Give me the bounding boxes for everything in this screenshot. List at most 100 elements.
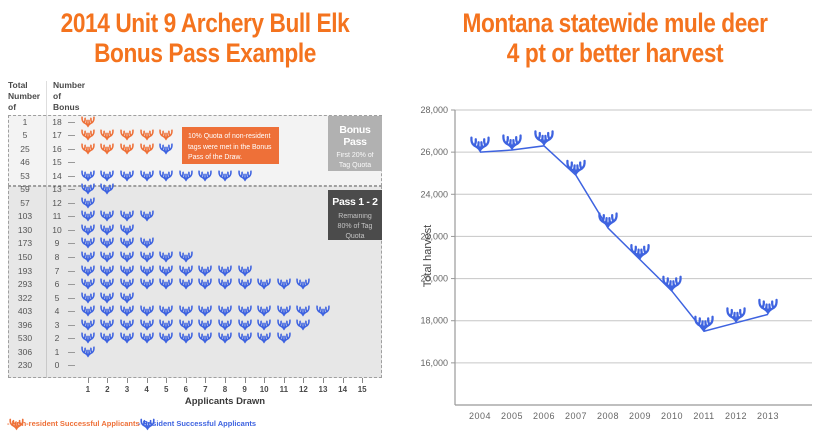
y-tick-label: 22,000	[420, 231, 448, 241]
elk-antlers-icon	[100, 170, 115, 182]
y-tick-label: 16,000	[420, 358, 448, 368]
elk-antlers-icon	[237, 278, 252, 291]
elk-antlers-icon	[198, 264, 213, 277]
elk-antlers-icon	[100, 210, 115, 223]
bonus-pass-box-title: Bonus Pass	[339, 124, 371, 148]
applicants-count: 57	[20, 197, 30, 208]
elk-antlers-icon	[296, 319, 311, 331]
applicants-count: 59	[20, 184, 30, 195]
elk-antlers-icon	[159, 319, 173, 331]
non-resident-legend-icon	[9, 418, 24, 431]
year-label: 2010	[661, 411, 683, 421]
elk-antlers-icon	[218, 305, 232, 318]
bonus-points-label: 18	[52, 116, 62, 127]
applicants-count: 173	[17, 238, 33, 249]
row-tick	[68, 162, 75, 164]
elk-antlers-icon	[237, 319, 252, 331]
row-tick	[68, 148, 75, 150]
bonus-points-label: 9	[54, 238, 60, 249]
elk-antlers-icon	[139, 210, 154, 223]
legend-label: - Resident Successful Applicants	[138, 419, 257, 428]
elk-antlers-icon	[159, 129, 173, 142]
elk-antlers-icon	[218, 332, 232, 345]
y-tick-label: 18,000	[420, 316, 448, 326]
x-axis-tick	[107, 378, 109, 383]
x-tick-label: 3	[124, 385, 130, 394]
bonus-points-label: 15	[52, 157, 62, 168]
elk-antlers-icon	[139, 143, 154, 155]
x-axis-tick	[205, 378, 207, 383]
row-tick	[68, 175, 75, 177]
elk-antlers-icon	[218, 170, 232, 182]
elk-antlers-icon	[120, 129, 134, 142]
elk-antlers-icon	[100, 278, 115, 291]
elk-antlers-icon	[218, 278, 232, 291]
y-tick-label: 28,000	[420, 105, 448, 115]
elk-antlers-icon	[179, 305, 193, 318]
bonus-points-label: 11	[52, 211, 62, 222]
x-tick-label: 8	[222, 385, 228, 394]
elk-antlers-icon	[237, 264, 252, 277]
elk-antlers-icon	[100, 319, 115, 331]
elk-antlers-icon	[120, 292, 134, 304]
elk-antlers-icon	[120, 278, 134, 291]
elk-antlers-icon	[179, 278, 193, 291]
x-tick-label: 5	[163, 385, 169, 394]
elk-antlers-icon	[159, 170, 173, 182]
elk-antlers-icon	[100, 332, 115, 345]
elk-antlers-icon	[316, 305, 330, 318]
row-tick	[68, 257, 75, 258]
elk-antlers-icon	[100, 143, 115, 155]
elk-antlers-icon	[237, 170, 252, 182]
elk-antlers-icon	[277, 319, 291, 331]
elk-antlers-marker	[566, 159, 586, 177]
x-axis-tick	[185, 378, 187, 383]
bonus-points-label: 2	[54, 333, 60, 344]
applicants-count: 130	[17, 224, 33, 235]
data-series-line	[479, 145, 769, 333]
year-label: 2012	[725, 411, 747, 421]
elk-antlers-icon	[120, 224, 134, 236]
elk-antlers-icon	[100, 183, 115, 196]
legend-label: - Non-resident Successful Applicants	[7, 419, 140, 428]
bonus-points-label: 3	[54, 319, 60, 330]
elk-antlers-icon	[120, 143, 134, 155]
column-divider	[46, 81, 47, 378]
elk-antlers-icon	[198, 319, 213, 331]
elk-antlers-icon	[81, 170, 95, 182]
elk-antlers-icon	[198, 332, 213, 345]
elk-antlers-marker	[470, 136, 490, 154]
x-axis-tick	[127, 378, 128, 383]
elk-antlers-icon	[179, 170, 193, 182]
x-tick-label: 14	[338, 385, 348, 394]
x-tick-label: 9	[242, 385, 247, 394]
bonus-points-label: 12	[52, 197, 62, 208]
elk-antlers-icon	[296, 278, 311, 291]
elk-antlers-icon	[100, 224, 115, 236]
elk-antlers-icon	[159, 264, 173, 277]
elk-antlers-icon	[257, 319, 271, 331]
elk-antlers-icon	[198, 305, 213, 318]
pass-1-2-box-title: Pass 1 - 2	[332, 196, 378, 208]
x-axis-tick	[283, 378, 285, 383]
elk-antlers-icon	[120, 319, 134, 331]
elk-antlers-icon	[139, 237, 154, 250]
row-tick	[68, 243, 75, 245]
x-tick-label: 6	[183, 385, 189, 394]
elk-antlers-icon	[159, 251, 173, 263]
x-axis-tick	[362, 378, 364, 383]
elk-antlers-icon	[159, 305, 173, 318]
elk-antlers-icon	[159, 143, 173, 155]
row-tick	[68, 338, 75, 340]
elk-antlers-marker	[630, 244, 650, 262]
elk-antlers-icon	[139, 332, 154, 345]
y-tick-label: 26,000	[420, 147, 448, 157]
elk-antlers-icon	[81, 237, 95, 250]
elk-antlers-icon	[120, 170, 134, 182]
row-tick	[68, 216, 75, 218]
year-label: 2004	[469, 411, 491, 421]
x-tick-label: 7	[203, 385, 208, 394]
bonus-points-label: 0	[54, 360, 60, 371]
x-axis-tick	[244, 378, 246, 383]
left-chart-title: 2014 Unit 9 Archery Bull Elk Bonus Pass …	[60, 8, 350, 69]
